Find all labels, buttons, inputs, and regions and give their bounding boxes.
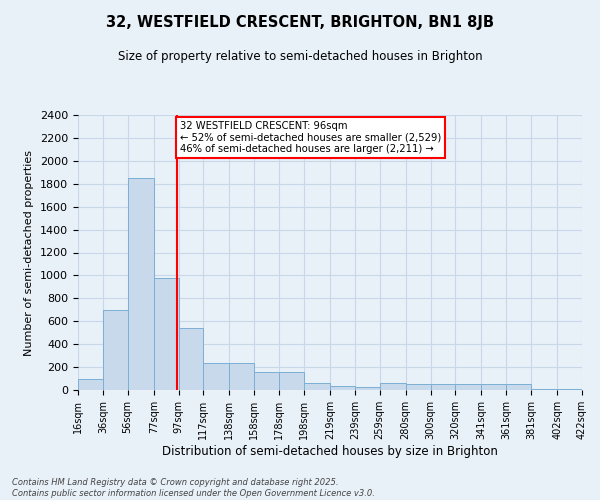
Bar [406,384,431,390]
Bar [380,382,406,390]
Bar [203,362,229,390]
Text: 32 WESTFIELD CRESCENT: 96sqm
← 52% of semi-detached houses are smaller (2,529)
4: 32 WESTFIELD CRESCENT: 96sqm ← 52% of se… [180,120,441,154]
Text: Size of property relative to semi-detached houses in Brighton: Size of property relative to semi-detach… [118,50,482,63]
Bar [128,178,154,390]
Bar [304,383,330,390]
Bar [229,362,254,390]
Bar [179,328,203,390]
Text: 32, WESTFIELD CRESCENT, BRIGHTON, BN1 8JB: 32, WESTFIELD CRESCENT, BRIGHTON, BN1 8J… [106,15,494,30]
Bar [455,384,481,390]
Bar [254,372,279,390]
Bar [103,310,128,390]
Bar [481,384,506,390]
Bar [279,372,304,390]
Bar [78,378,103,390]
Bar [431,384,455,390]
X-axis label: Distribution of semi-detached houses by size in Brighton: Distribution of semi-detached houses by … [162,444,498,458]
Bar [506,384,531,390]
Bar [531,389,557,390]
Bar [330,386,355,390]
Text: Contains HM Land Registry data © Crown copyright and database right 2025.
Contai: Contains HM Land Registry data © Crown c… [12,478,375,498]
Bar [154,278,179,390]
Bar [355,386,380,390]
Y-axis label: Number of semi-detached properties: Number of semi-detached properties [25,150,34,356]
